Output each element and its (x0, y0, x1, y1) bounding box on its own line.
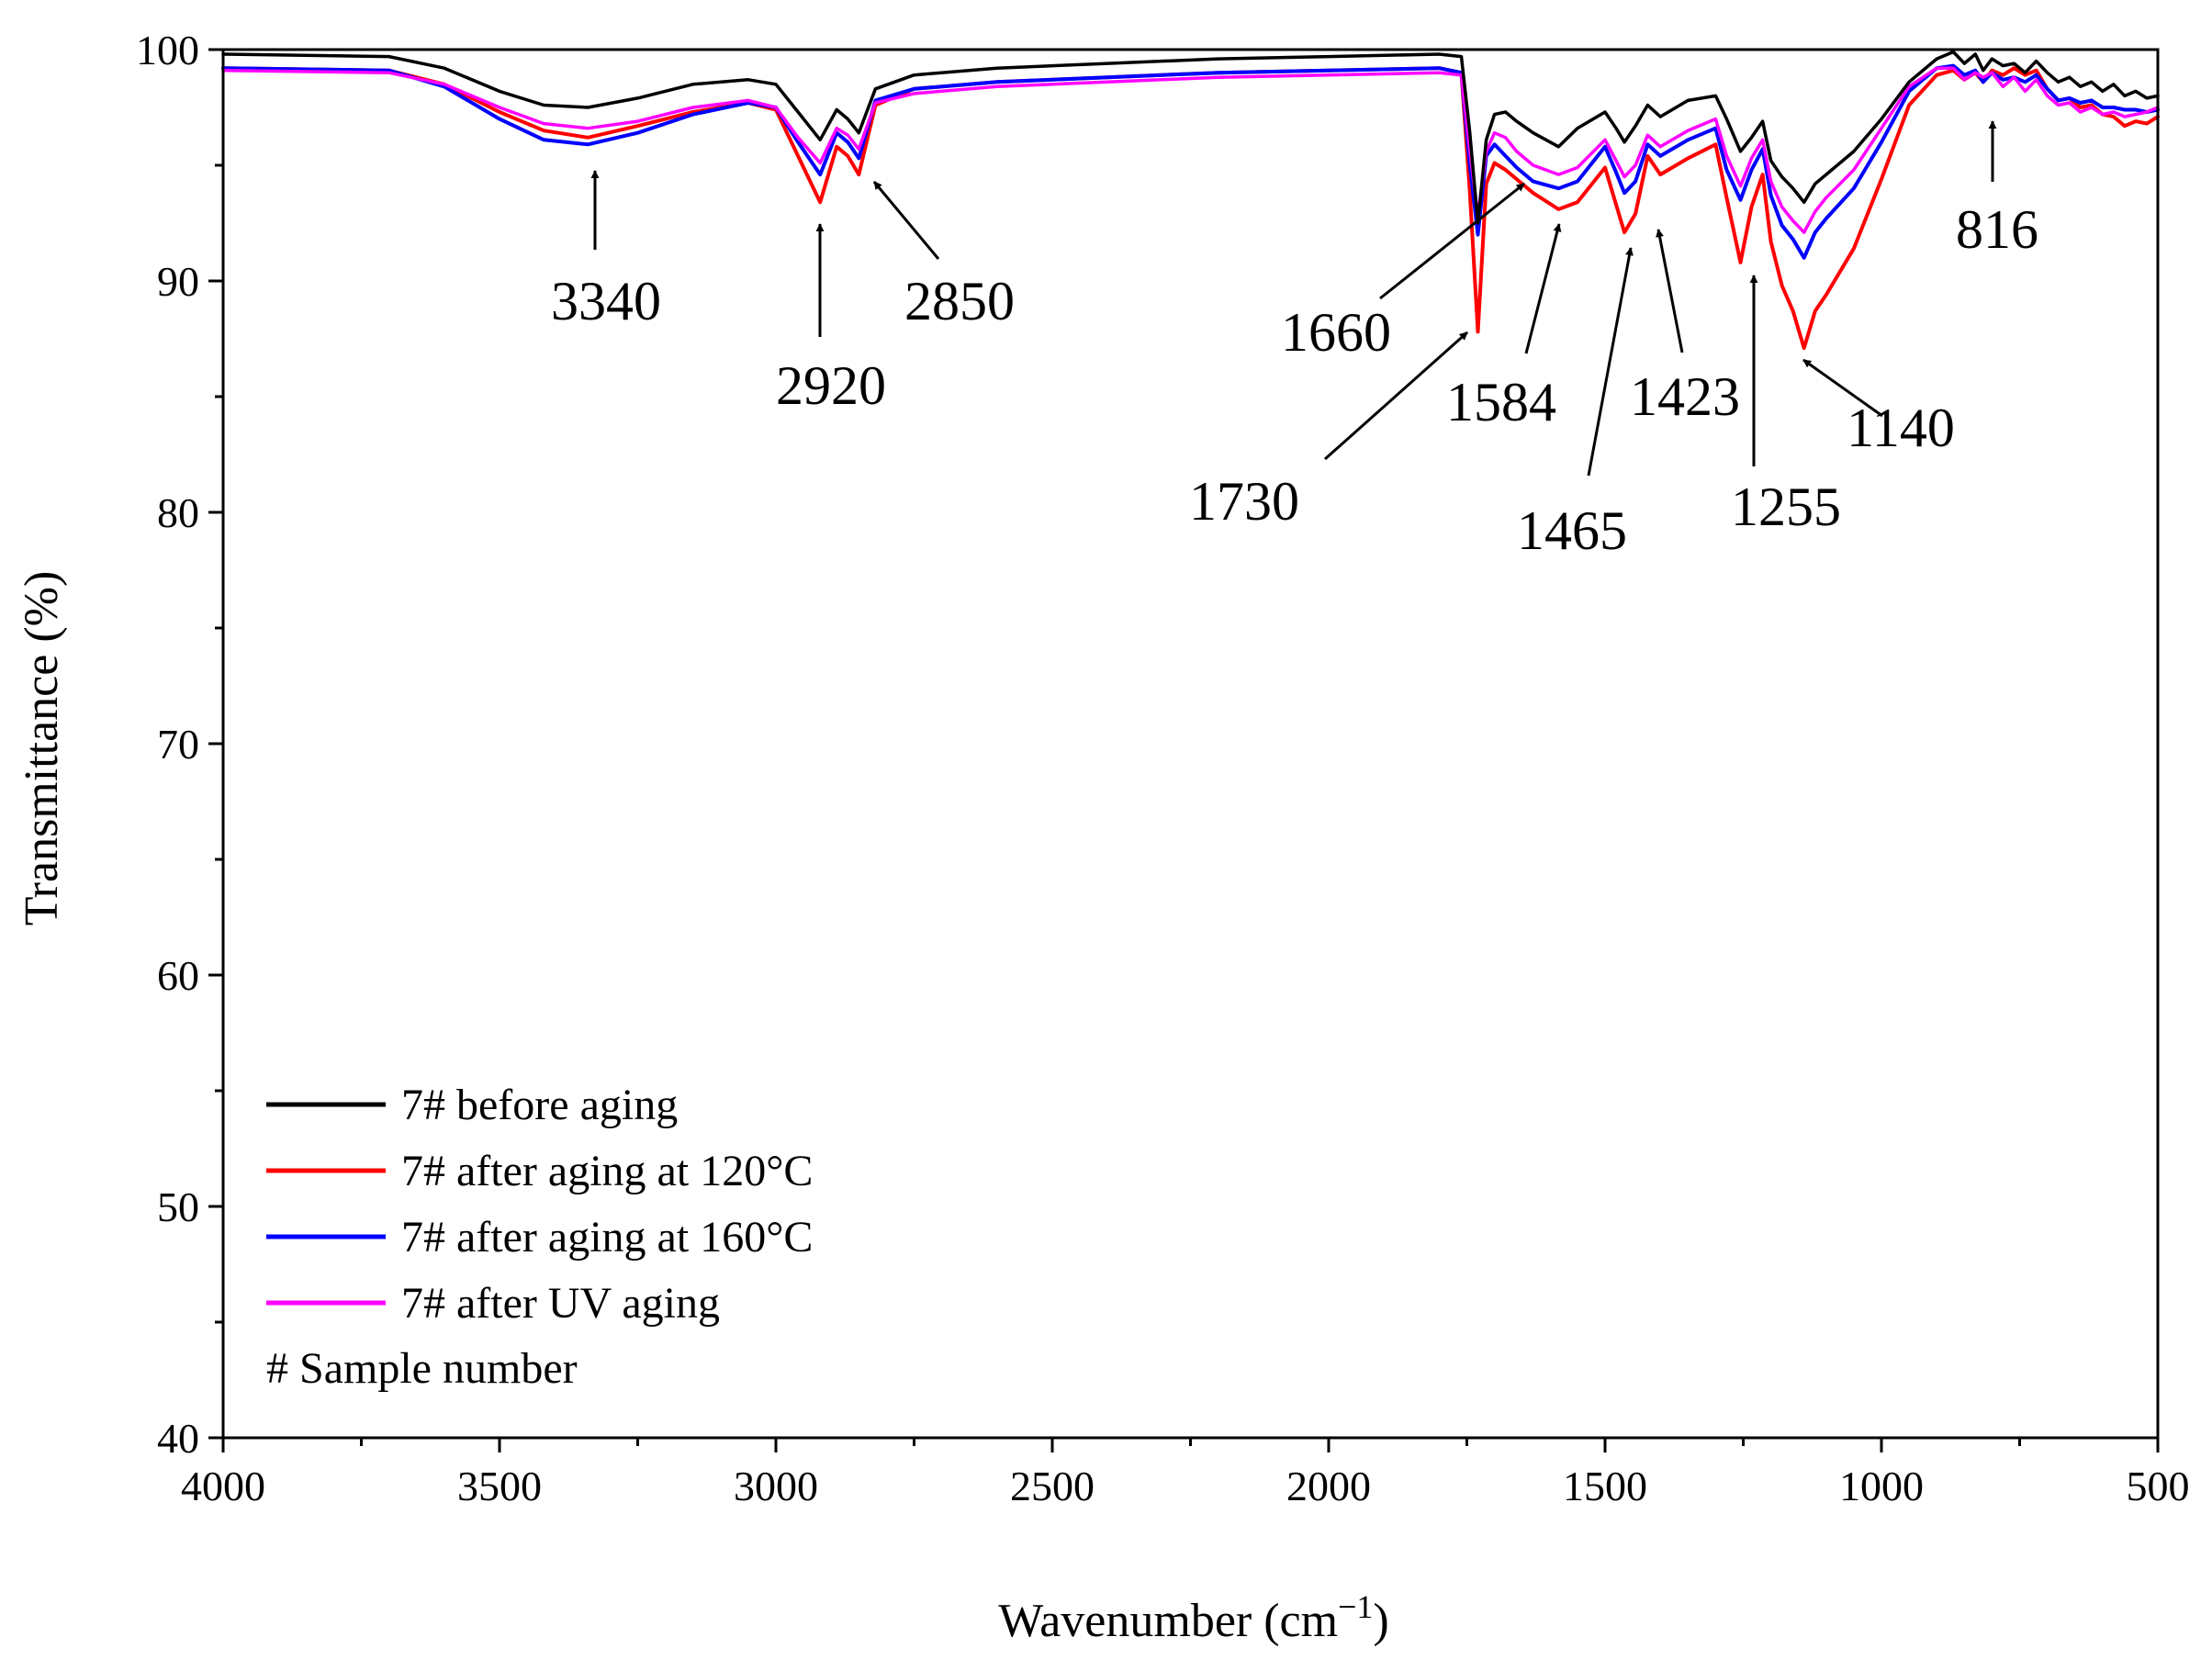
peak-label-1465: 1465 (1517, 500, 1627, 561)
x-axis-title-superscript: −1 (1338, 1588, 1373, 1625)
legend: 7# before aging 7# after aging at 120°C 7#… (266, 1081, 813, 1393)
peak-label-1423: 1423 (1630, 366, 1740, 427)
peak-label-816: 816 (1956, 199, 2038, 260)
annotation-layer: 3340 2920 2850 1660 1730 1584 1465 1423 12551140… (551, 120, 2038, 561)
x-tick-label: 3500 (457, 1463, 542, 1509)
peak-arrow-1660 (1379, 182, 1525, 300)
peak-label-3340: 3340 (551, 271, 661, 331)
peak-label-1730: 1730 (1189, 471, 1299, 532)
x-tick-label: 500 (2127, 1463, 2190, 1509)
legend-label-2: 7# after aging at 120°C (401, 1147, 813, 1195)
x-tick-label: 1500 (1563, 1463, 1647, 1509)
x-axis-title-main: Wavenumber (cm (998, 1595, 1338, 1647)
axes-layer: 4000 3500 3000 2500 2000 1500 1000 500 40 50 60 70 8… (136, 27, 2190, 1509)
series-line-3 (221, 63, 2160, 260)
peak-arrow-1584 (1524, 223, 1562, 354)
legend-note: # Sample number (266, 1344, 578, 1393)
y-tick-label: 90 (157, 258, 199, 305)
y-tick-label: 60 (157, 952, 199, 999)
peak-arrow-1465 (1587, 247, 1634, 477)
series-line-2 (221, 66, 2160, 351)
x-tick-label: 2500 (1010, 1463, 1095, 1509)
peak-arrow-1423 (1656, 229, 1684, 353)
legend-label-1: 7# before aging (401, 1081, 678, 1129)
x-tick-label: 2000 (1286, 1463, 1371, 1509)
y-tick-label: 80 (157, 489, 199, 536)
legend-label-3: 7# after aging at 160°C (401, 1213, 813, 1262)
x-tick-label: 4000 (181, 1463, 265, 1509)
peak-label-1255: 1255 (1731, 477, 1841, 537)
y-axis-title: Transmittance (%) (16, 571, 68, 926)
y-tick-label: 40 (157, 1415, 199, 1462)
series-line-1 (221, 50, 2160, 225)
peak-label-1584: 1584 (1446, 372, 1556, 432)
peak-arrow-2850 (872, 181, 940, 260)
series-layer (221, 50, 2160, 351)
peak-label-1140: 1140 (1847, 398, 1955, 458)
peak-label-1660: 1660 (1281, 302, 1391, 363)
x-axis-title-close: ) (1373, 1595, 1388, 1647)
x-tick-label: 1000 (1839, 1463, 1924, 1509)
y-tick-label: 70 (157, 721, 199, 768)
peak-arrow-1730 (1324, 331, 1468, 461)
series-line-4 (221, 66, 2160, 234)
y-tick-label: 100 (136, 27, 199, 73)
legend-label-4: 7# after UV aging (401, 1279, 720, 1328)
peak-label-2920: 2920 (776, 355, 886, 416)
x-tick-label: 3000 (734, 1463, 818, 1509)
x-axis-title: Wavenumber (cm−1) (998, 1588, 1388, 1647)
y-tick-label: 50 (157, 1183, 199, 1230)
peak-arrow-1140 (1802, 358, 1883, 418)
peak-label-2850: 2850 (904, 271, 1015, 331)
